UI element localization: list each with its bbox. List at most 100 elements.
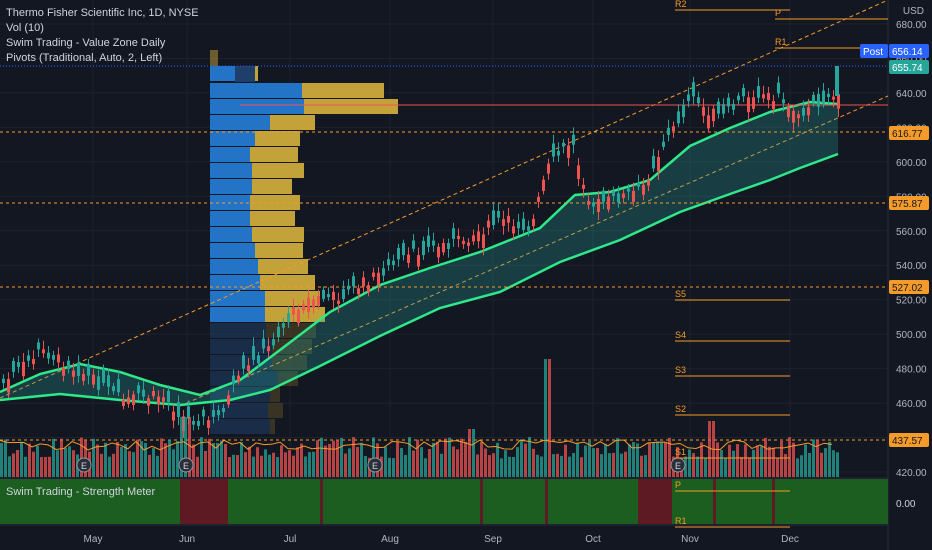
candle-body bbox=[592, 202, 595, 207]
volume-profile-bar bbox=[255, 243, 303, 258]
volume-bar bbox=[244, 452, 247, 477]
volume-bar bbox=[468, 429, 471, 477]
candle-body bbox=[152, 390, 155, 397]
volume-bar bbox=[296, 447, 299, 477]
candle-body bbox=[717, 101, 720, 114]
strength-meter-segment bbox=[228, 479, 638, 524]
volume-bar bbox=[584, 445, 587, 477]
pivots-indicator-label[interactable]: Pivots (Traditional, Auto, 2, Left) bbox=[6, 52, 163, 64]
volume-profile-bar bbox=[210, 99, 304, 114]
level-tag-2-bg bbox=[889, 196, 929, 210]
volume-bar bbox=[412, 450, 415, 477]
volume-bar bbox=[212, 443, 215, 477]
volume-bar bbox=[384, 446, 387, 477]
candle-body bbox=[737, 95, 740, 101]
volume-bar bbox=[404, 454, 407, 477]
channel-upper-line bbox=[0, 0, 889, 399]
candle-body bbox=[97, 376, 100, 390]
candle-body bbox=[22, 361, 25, 377]
strength-meter-label[interactable]: Swim Trading - Strength Meter bbox=[6, 486, 156, 498]
volume-bar bbox=[612, 452, 615, 477]
volume-bar bbox=[128, 451, 131, 477]
volume-bar bbox=[344, 453, 347, 477]
volume-bar bbox=[544, 359, 547, 477]
volume-bar bbox=[648, 442, 651, 477]
volume-bar bbox=[40, 457, 43, 477]
volume-bar bbox=[756, 445, 759, 477]
candle-body bbox=[612, 191, 615, 196]
volume-bar bbox=[560, 455, 563, 477]
volume-bar bbox=[248, 446, 251, 477]
volume-bar bbox=[364, 456, 367, 477]
volume-bar bbox=[16, 450, 19, 477]
volume-bar bbox=[716, 442, 719, 477]
volume-profile-bar bbox=[210, 275, 260, 290]
volume-indicator-label[interactable]: Vol (10) bbox=[6, 22, 44, 34]
last-candle-body bbox=[835, 66, 839, 96]
candle-body bbox=[557, 150, 560, 156]
month-label: May bbox=[84, 534, 103, 545]
volume-bar bbox=[280, 445, 283, 477]
volume-bar bbox=[512, 456, 515, 477]
volume-bar bbox=[816, 439, 819, 477]
candle-body bbox=[262, 338, 265, 349]
volume-profile bbox=[210, 50, 398, 434]
symbol-title[interactable]: Thermo Fisher Scientific Inc, 1D, NYSE bbox=[6, 7, 199, 19]
candle-body bbox=[742, 87, 745, 97]
strength-meter-segment bbox=[180, 479, 228, 524]
candle-body bbox=[677, 111, 680, 124]
volume-bar bbox=[768, 446, 771, 477]
volume-bar bbox=[160, 438, 163, 477]
volume-profile-bar bbox=[210, 83, 302, 98]
volume-profile-bar bbox=[270, 419, 275, 434]
value-zone-indicator-label[interactable]: Swim Trading - Value Zone Daily bbox=[6, 37, 166, 49]
volume-bar bbox=[704, 457, 707, 477]
earnings-marker-label: E bbox=[372, 461, 378, 471]
strength-meter-value: 0.00 bbox=[896, 499, 916, 510]
volume-bar bbox=[688, 449, 691, 477]
candle-body bbox=[422, 240, 425, 256]
candle-body bbox=[212, 410, 215, 417]
volume-bar bbox=[116, 441, 119, 477]
volume-bar bbox=[232, 454, 235, 477]
volume-bar bbox=[56, 450, 59, 477]
volume-bar bbox=[788, 437, 791, 477]
candle-body bbox=[87, 363, 90, 376]
candle-body bbox=[492, 210, 495, 225]
price-tick-label: 420.00 bbox=[896, 468, 927, 479]
candle-body bbox=[497, 211, 500, 218]
post-label-tag: Post bbox=[860, 44, 888, 58]
volume-bar bbox=[176, 441, 179, 477]
level-tag-3-text: 527.02 bbox=[892, 283, 923, 294]
volume-bar bbox=[172, 449, 175, 477]
candle-body bbox=[432, 240, 435, 246]
volume-bar bbox=[500, 458, 503, 477]
volume-bar bbox=[800, 455, 803, 477]
earnings-marker-label: E bbox=[183, 461, 189, 471]
volume-bar bbox=[828, 441, 831, 477]
volume-profile-bar bbox=[252, 163, 304, 178]
volume-bar bbox=[476, 454, 479, 477]
volume-bar bbox=[696, 456, 699, 477]
pivot-label-p: P bbox=[775, 8, 781, 18]
volume-bar bbox=[324, 445, 327, 477]
month-label: Aug bbox=[381, 534, 399, 545]
volume-bar bbox=[36, 445, 39, 477]
month-label: Oct bbox=[585, 534, 601, 545]
volume-bar bbox=[224, 444, 227, 477]
candle-body bbox=[767, 92, 770, 100]
volume-bar bbox=[272, 452, 275, 477]
candle-body bbox=[382, 268, 385, 276]
month-label: Jun bbox=[179, 534, 195, 545]
volume-bar bbox=[200, 437, 203, 477]
volume-bar bbox=[492, 453, 495, 477]
candle-body bbox=[277, 326, 280, 338]
volume-bar bbox=[776, 458, 779, 477]
volume-bar bbox=[256, 447, 259, 477]
candle-body bbox=[217, 410, 220, 416]
candle-body bbox=[307, 297, 310, 313]
volume-bar bbox=[484, 448, 487, 477]
strength-meter-segment bbox=[480, 479, 483, 524]
candle-body bbox=[237, 375, 240, 382]
